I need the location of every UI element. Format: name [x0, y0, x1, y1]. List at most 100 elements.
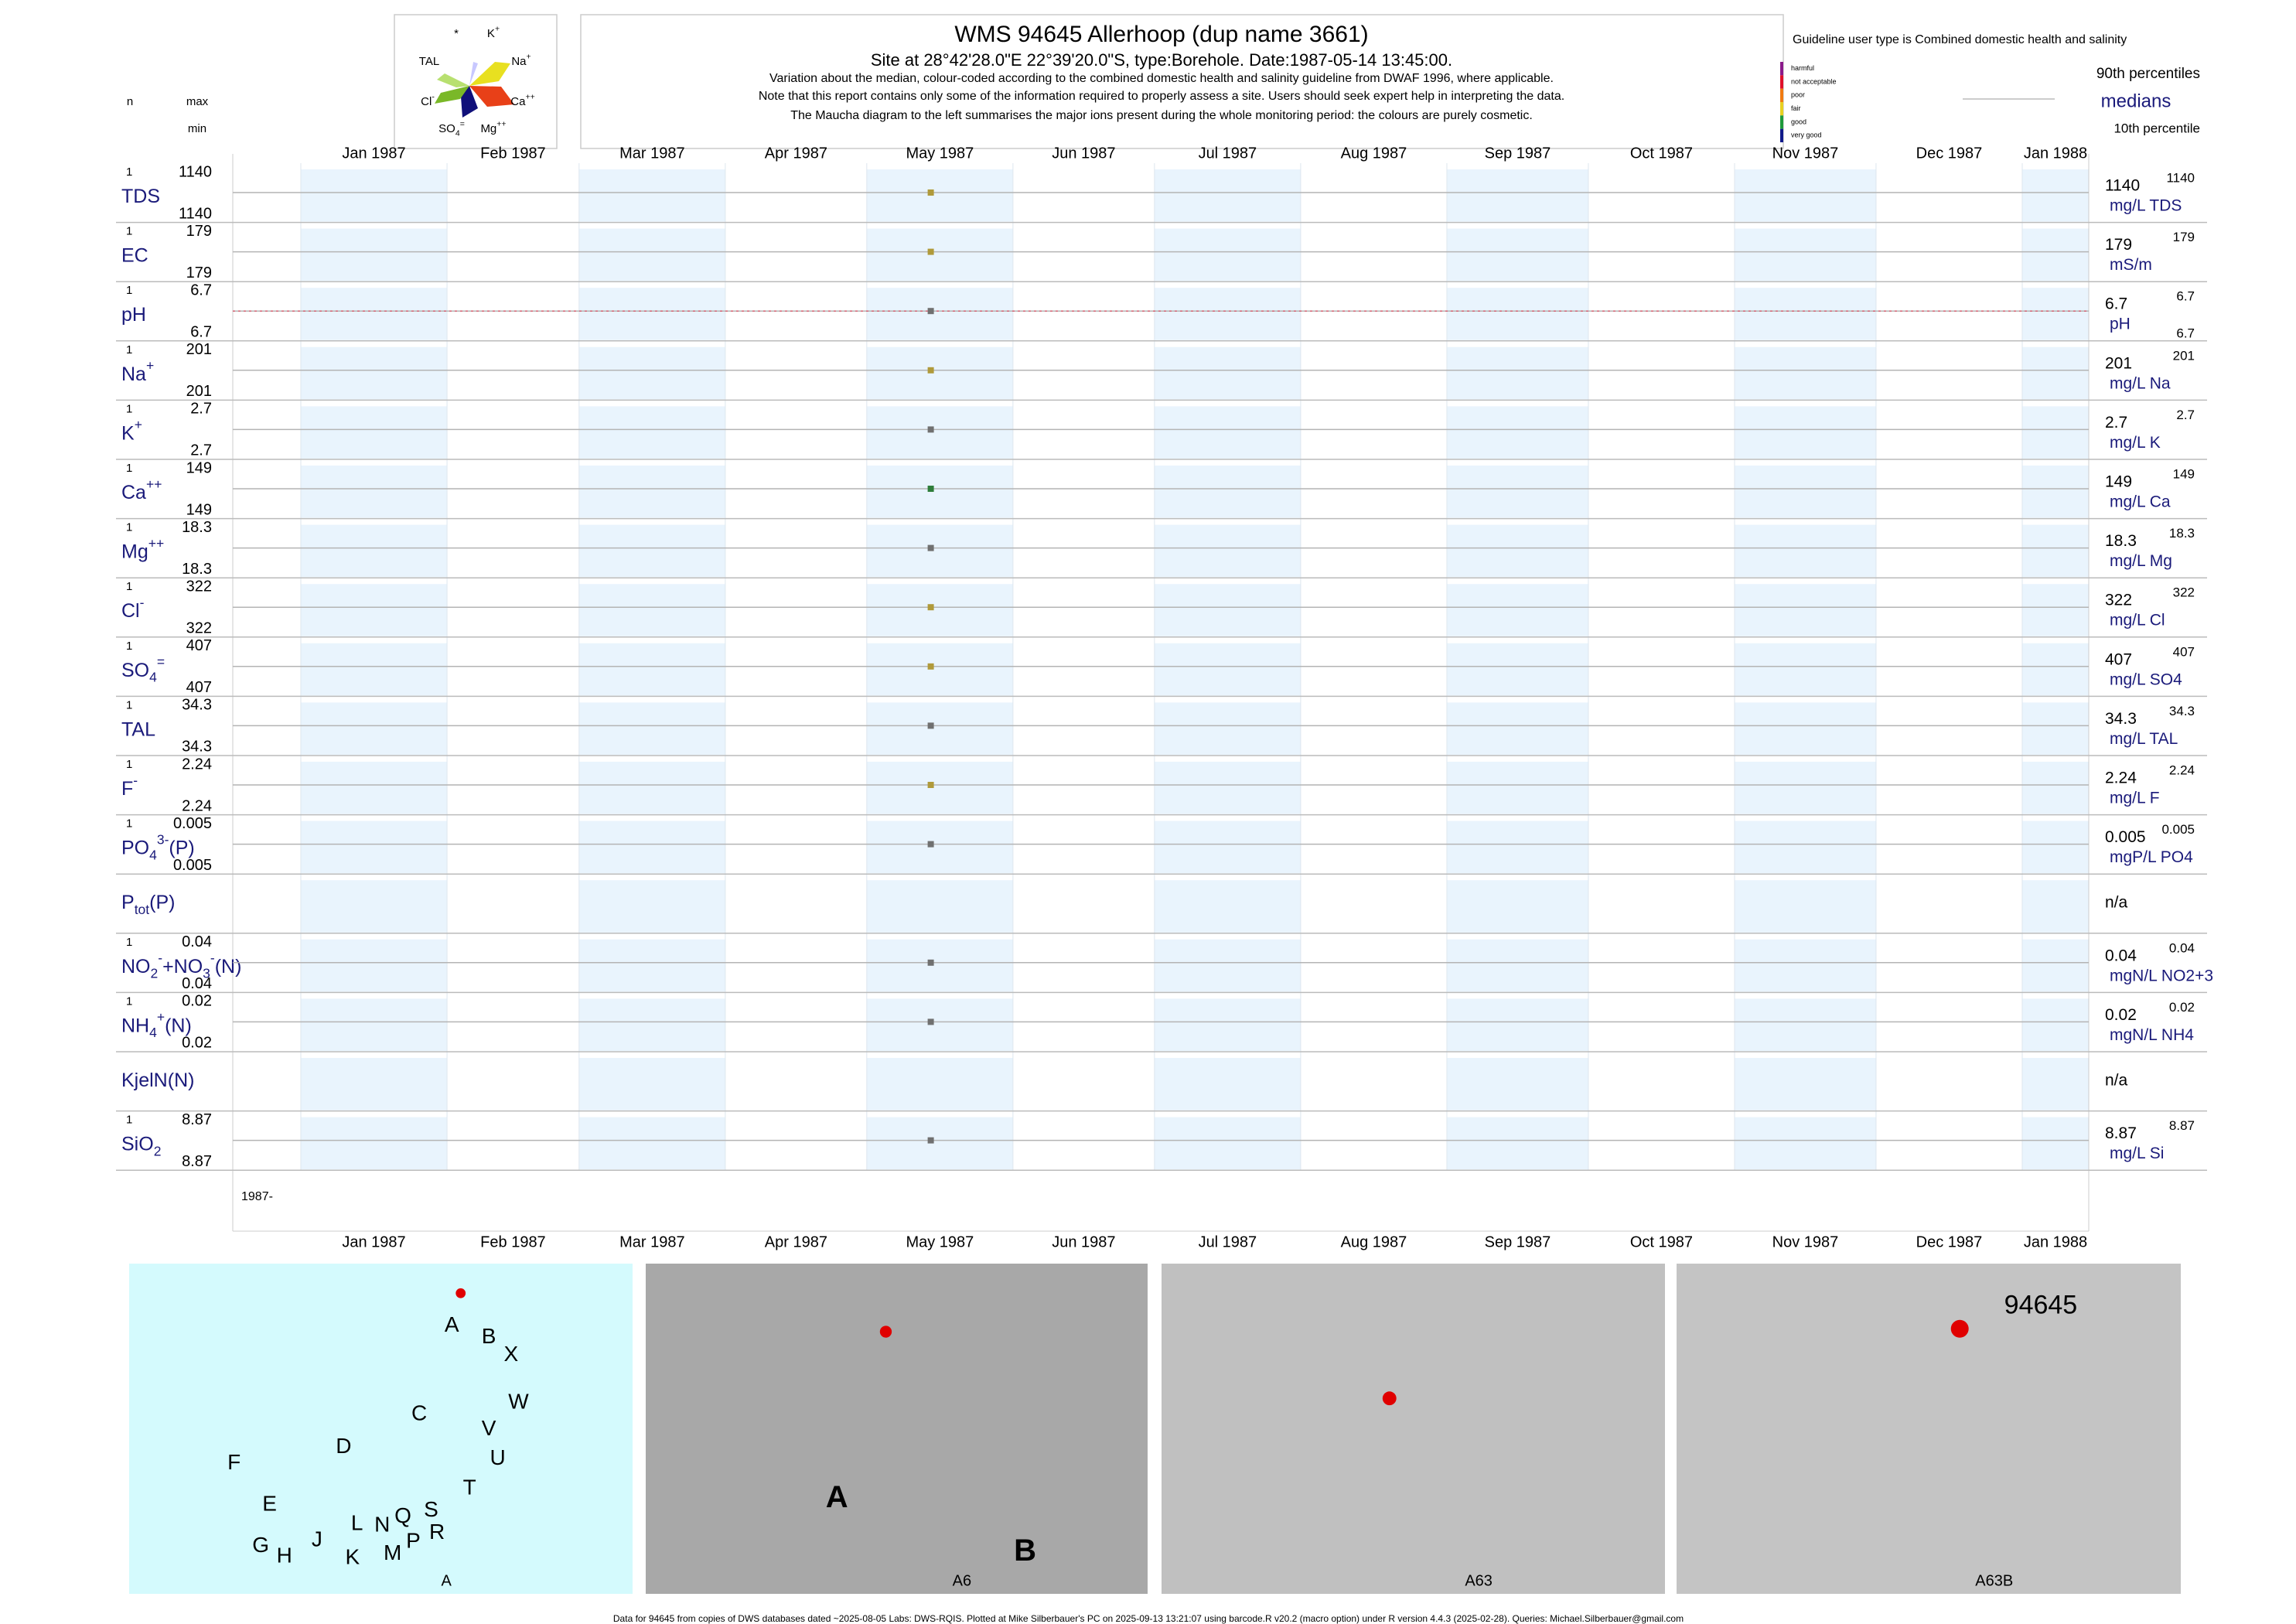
- label-part: +NO: [162, 955, 203, 977]
- max: 0.02: [182, 993, 212, 1010]
- unit: mg/L SO4: [2110, 670, 2182, 688]
- median-value: 0.005: [2105, 828, 2146, 846]
- month-band: [866, 169, 1013, 222]
- month-band: [1734, 288, 1876, 340]
- col-n: n: [127, 95, 133, 108]
- subtitle-prefix: Site at 28°42'28.0"E 22°39'20.0"S, type:…: [871, 50, 1290, 70]
- month-band: [301, 288, 448, 340]
- month-band: [866, 998, 1013, 1051]
- month-label: May 1987: [906, 1233, 974, 1250]
- sample-point: [927, 959, 934, 966]
- month-band: [301, 524, 448, 578]
- unit: mg/L Si: [2110, 1145, 2164, 1162]
- sample-point: [927, 426, 934, 433]
- unit: mg/L Mg: [2110, 552, 2172, 570]
- legend-swatch: [1780, 62, 1783, 76]
- n: 1: [126, 402, 132, 415]
- title: WMS 94645 Allerhoop (dup name 3661): [954, 22, 1368, 47]
- month-band: [1734, 998, 1876, 1051]
- month-band: [301, 228, 448, 281]
- month-band: [301, 880, 448, 933]
- min: 149: [186, 501, 212, 518]
- label-part: +: [495, 24, 500, 33]
- label: K+: [121, 417, 142, 444]
- col-min: min: [188, 122, 206, 135]
- label-part: 4: [149, 847, 157, 862]
- note: The Maucha diagram to the left summarise…: [790, 109, 1533, 122]
- map-caption: A63: [1465, 1572, 1493, 1589]
- month-band: [1734, 939, 1876, 992]
- month-band: [1446, 169, 1588, 222]
- month-band: [578, 288, 725, 340]
- label: Ca++: [510, 92, 534, 108]
- min: 2.24: [182, 797, 212, 814]
- month-label: Feb 1987: [480, 1233, 546, 1250]
- label-part: ++: [148, 535, 164, 551]
- median-value: n/a: [2105, 894, 2128, 912]
- month-label: Jan 1988: [2024, 145, 2087, 162]
- unit: mgN/L NH4: [2110, 1026, 2194, 1044]
- min: 8.87: [182, 1153, 212, 1170]
- month-band: [1446, 466, 1588, 518]
- month-label: Feb 1987: [480, 145, 546, 162]
- label-part: 4: [149, 669, 157, 684]
- label-part: (P): [169, 837, 194, 858]
- maucha-box: [394, 14, 558, 149]
- month-band: [1734, 346, 1876, 400]
- label: TDS: [121, 186, 160, 207]
- map-caption: A6: [953, 1572, 971, 1589]
- month-band: [866, 880, 1013, 933]
- month-band: [301, 762, 448, 814]
- label: Cl-: [421, 92, 435, 108]
- month-band: [1446, 346, 1588, 400]
- month-label: Jun 1987: [1052, 145, 1115, 162]
- p90: 34.3: [2169, 704, 2195, 718]
- max: 2.24: [182, 756, 212, 773]
- month-band: [2022, 1117, 2089, 1170]
- month-band: [1446, 762, 1588, 814]
- label-part: P: [121, 892, 135, 913]
- month-band: [1154, 880, 1301, 933]
- month-band: [301, 939, 448, 992]
- sample-point: [927, 486, 934, 492]
- p90: 2.7: [2176, 408, 2195, 422]
- label-part: *: [454, 27, 459, 40]
- label: SO4=: [438, 119, 465, 138]
- map-label: G: [252, 1533, 269, 1557]
- map-label: X: [504, 1342, 519, 1366]
- p90: 322: [2173, 585, 2195, 600]
- month-band: [1154, 643, 1301, 696]
- label: SiO2: [121, 1133, 161, 1158]
- label-part: +: [157, 1009, 165, 1025]
- month-band: [301, 643, 448, 696]
- map-bg: [646, 1264, 1148, 1594]
- map-label: D: [336, 1434, 351, 1458]
- n: 1: [126, 165, 132, 179]
- label: Cl-: [121, 595, 145, 622]
- map-label: S: [424, 1497, 438, 1521]
- label: PO43-(P): [121, 831, 195, 862]
- label-part: Cl: [121, 600, 140, 622]
- month-band: [578, 406, 725, 459]
- month-band: [2022, 998, 2089, 1051]
- month-band: [1446, 584, 1588, 636]
- label-part: Ca: [510, 95, 526, 108]
- month-band: [1734, 228, 1876, 281]
- map: [646, 1264, 1148, 1594]
- n: 1: [126, 462, 132, 475]
- label: pH: [121, 304, 146, 326]
- month-band: [1154, 1058, 1301, 1111]
- map-label: B: [482, 1324, 496, 1348]
- unit: pH: [2110, 316, 2131, 333]
- legend-swatch: [1780, 88, 1783, 102]
- unit: mg/L Cl: [2110, 612, 2165, 629]
- map-label: M: [384, 1540, 401, 1564]
- max: 179: [186, 223, 212, 240]
- n: 1: [126, 758, 132, 771]
- median-value: 6.7: [2105, 295, 2127, 313]
- label-part: NH: [121, 1015, 149, 1036]
- n: 1: [126, 640, 132, 653]
- label-part: =: [157, 653, 165, 669]
- month-band: [2022, 346, 2089, 400]
- month-band: [1154, 584, 1301, 636]
